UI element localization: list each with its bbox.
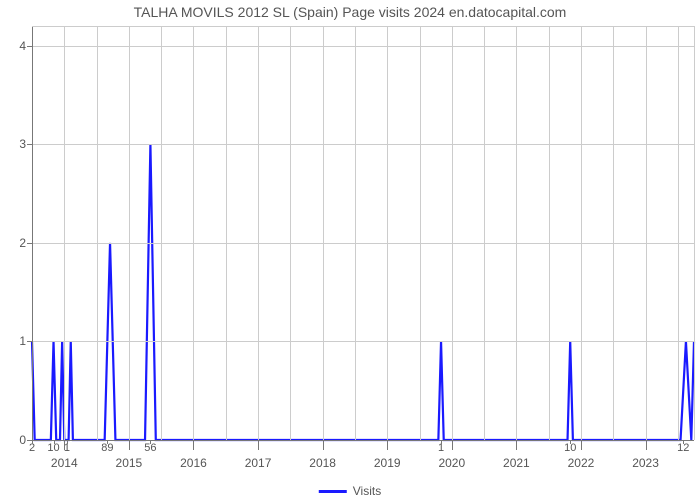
xtick-major-label: 2015 xyxy=(116,456,143,470)
xtick-major-mark xyxy=(646,440,647,450)
plot-border-top xyxy=(32,26,694,27)
xtick-major-mark xyxy=(387,440,388,450)
grid-line-v xyxy=(290,26,291,440)
xtick-major-label: 2018 xyxy=(309,456,336,470)
ytick-label: 3 xyxy=(19,137,26,151)
xtick-major-label: 2014 xyxy=(51,456,78,470)
xtick-major-label: 2017 xyxy=(245,456,272,470)
grid-line-v xyxy=(258,26,259,440)
xtick-major-label: 2020 xyxy=(438,456,465,470)
chart-title: TALHA MOVILS 2012 SL (Spain) Page visits… xyxy=(0,4,700,20)
grid-line-h xyxy=(32,243,694,244)
plot-border-right xyxy=(694,26,695,440)
grid-line-v xyxy=(387,26,388,440)
grid-line-v xyxy=(355,26,356,440)
grid-line-h xyxy=(32,341,694,342)
visits-line xyxy=(32,144,694,440)
xtick-major-mark xyxy=(193,440,194,450)
grid-line-v xyxy=(193,26,194,440)
grid-line-v xyxy=(549,26,550,440)
grid-line-v xyxy=(129,26,130,440)
ytick-label: 4 xyxy=(19,39,26,53)
grid-line-v xyxy=(226,26,227,440)
chart-container: TALHA MOVILS 2012 SL (Spain) Page visits… xyxy=(0,0,700,500)
xtick-major-label: 2021 xyxy=(503,456,530,470)
plot-area: 0123420142015201620172018201920202021202… xyxy=(32,26,694,440)
legend: Visits xyxy=(319,484,381,498)
xtick-major-mark xyxy=(323,440,324,450)
legend-label: Visits xyxy=(353,484,381,498)
grid-line-v xyxy=(452,26,453,440)
grid-line-h xyxy=(32,46,694,47)
xtick-major-label: 2022 xyxy=(568,456,595,470)
xtick-major-mark xyxy=(452,440,453,450)
grid-line-v xyxy=(581,26,582,440)
grid-line-v xyxy=(516,26,517,440)
xtick-major-label: 2016 xyxy=(180,456,207,470)
grid-line-v xyxy=(646,26,647,440)
grid-line-v xyxy=(64,26,65,440)
grid-line-h xyxy=(32,144,694,145)
xtick-major-mark xyxy=(258,440,259,450)
xtick-major-mark xyxy=(129,440,130,450)
ytick-label: 2 xyxy=(19,236,26,250)
xtick-major-mark xyxy=(581,440,582,450)
xtick-major-label: 2019 xyxy=(374,456,401,470)
plot-border-bottom xyxy=(32,440,694,441)
grid-line-v xyxy=(420,26,421,440)
ytick-label: 0 xyxy=(19,433,26,447)
grid-line-v xyxy=(484,26,485,440)
ytick-label: 1 xyxy=(19,334,26,348)
grid-line-v xyxy=(97,26,98,440)
grid-line-v xyxy=(613,26,614,440)
line-series xyxy=(32,26,694,440)
grid-line-v xyxy=(323,26,324,440)
xtick-major-label: 2023 xyxy=(632,456,659,470)
grid-line-v xyxy=(678,26,679,440)
xtick-major-mark xyxy=(516,440,517,450)
legend-swatch xyxy=(319,490,347,493)
plot-border-left xyxy=(32,26,33,440)
grid-line-v xyxy=(161,26,162,440)
